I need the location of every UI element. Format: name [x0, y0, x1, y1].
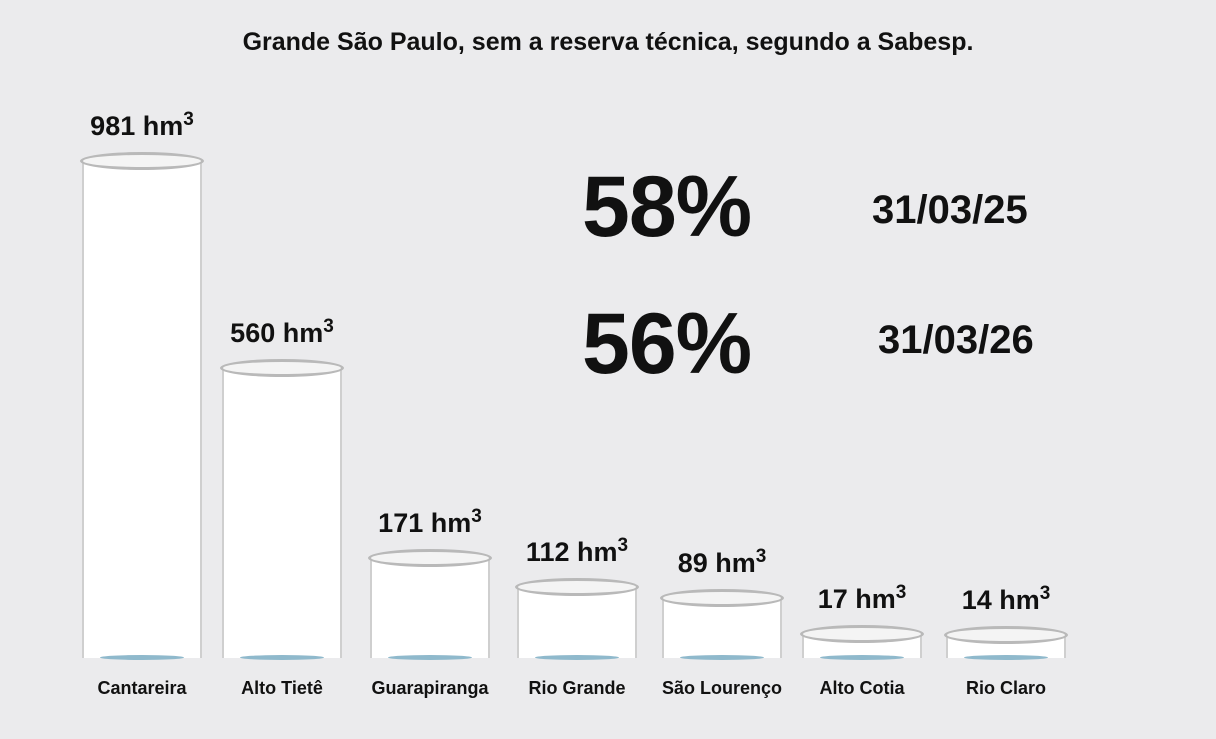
cylinder-top: [660, 589, 784, 608]
chart-title: Grande São Paulo, sem a reserva técnica,…: [242, 28, 974, 56]
date-2025: 31/03/25: [872, 188, 1028, 232]
value-label: 17 hm3: [817, 581, 907, 614]
cylinder-bar: [368, 549, 492, 660]
cylinder-bar: [800, 624, 924, 660]
category-label: Guarapiranga: [371, 678, 489, 698]
cylinder-top: [800, 624, 924, 643]
cylinder-bar: [944, 626, 1068, 660]
value-label: 560 hm3: [230, 315, 334, 348]
cylinder-top: [220, 358, 344, 377]
cylinder-top: [515, 578, 639, 597]
water-level: [240, 654, 324, 660]
cylinder-top: [80, 152, 204, 171]
percent-2025: 58%: [582, 159, 752, 255]
water-level: [535, 654, 619, 660]
cylinder-bar: [515, 578, 639, 660]
category-label: São Lourenço: [661, 678, 782, 698]
category-label: Rio Claro: [965, 678, 1046, 698]
cylinder-bar: [660, 589, 784, 660]
cylinder-top: [944, 626, 1068, 645]
cylinder-bar: [220, 358, 344, 660]
value-label: 89 hm3: [677, 546, 767, 579]
category-label: Alto Tietê: [241, 678, 323, 698]
date-2026: 31/03/26: [878, 318, 1034, 362]
cylinder-top: [368, 549, 492, 568]
value-label: 112 hm3: [525, 535, 629, 568]
category-label: Rio Grande: [528, 678, 626, 698]
value-label: 14 hm3: [961, 583, 1051, 616]
percent-2026: 56%: [582, 296, 752, 392]
water-level: [820, 654, 904, 660]
value-label: 981 hm3: [90, 109, 194, 142]
category-label: Cantareira: [97, 678, 187, 698]
water-level: [100, 654, 184, 660]
water-level: [964, 654, 1048, 660]
water-level: [388, 654, 472, 660]
category-label: Alto Cotia: [819, 678, 905, 698]
value-label: 171 hm3: [378, 506, 482, 539]
water-level: [680, 654, 764, 660]
cylinder-bar: [80, 152, 204, 660]
